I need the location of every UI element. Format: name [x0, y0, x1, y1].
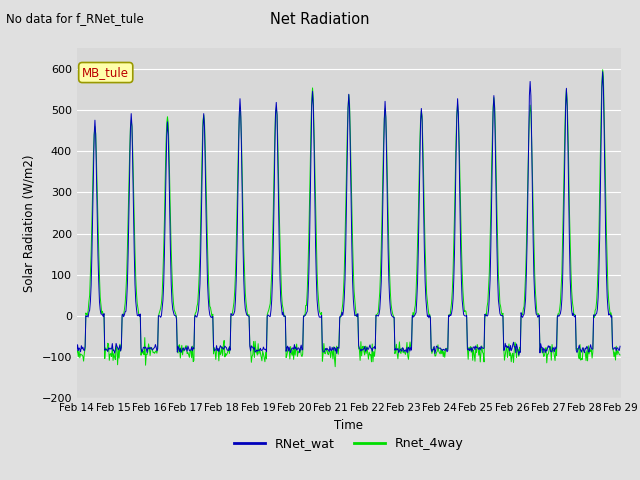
Text: No data for f_RNet_tule: No data for f_RNet_tule — [6, 12, 144, 25]
Legend: RNet_wat, Rnet_4way: RNet_wat, Rnet_4way — [229, 432, 468, 455]
Text: MB_tule: MB_tule — [82, 66, 129, 79]
X-axis label: Time: Time — [334, 419, 364, 432]
Y-axis label: Solar Radiation (W/m2): Solar Radiation (W/m2) — [23, 155, 36, 292]
Text: Net Radiation: Net Radiation — [270, 12, 370, 27]
